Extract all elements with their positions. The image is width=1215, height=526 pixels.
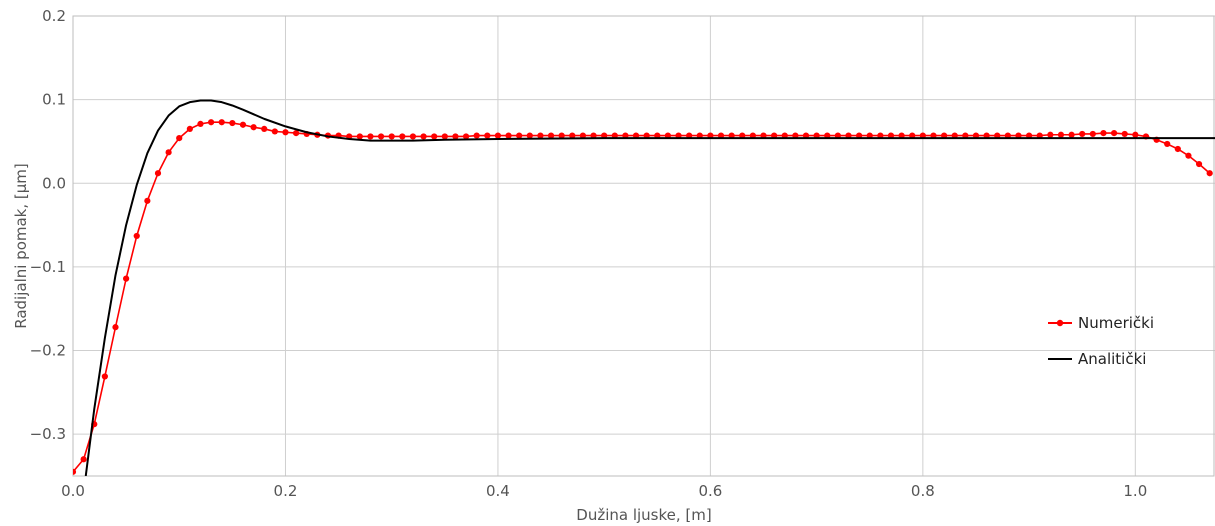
data-point-numericki	[154, 170, 162, 177]
data-point-numericki	[452, 133, 459, 140]
data-point-numericki	[239, 121, 247, 128]
data-point-numericki	[399, 133, 406, 140]
data-point-numericki	[261, 125, 268, 133]
legend: Numerički Analitički	[1048, 314, 1154, 368]
data-point-numericki	[218, 119, 225, 126]
data-point-numericki	[144, 197, 151, 204]
data-point-numericki	[271, 128, 278, 135]
data-point-numericki	[1068, 131, 1075, 138]
data-point-numericki	[356, 133, 363, 140]
series-layer	[73, 99, 1215, 476]
data-point-numericki	[462, 133, 470, 140]
y-tick-label: 0.2	[42, 7, 66, 25]
legend-marker-numericki	[1056, 319, 1064, 327]
data-point-numericki	[197, 120, 204, 127]
legend-label-analiticki: Analitički	[1078, 350, 1146, 368]
data-point-numericki	[590, 132, 597, 139]
x-axis-label: Dužina ljuske, [m]	[576, 506, 711, 524]
legend-item-analiticki: Analitički	[1048, 350, 1146, 368]
data-point-numericki	[1174, 145, 1181, 153]
data-point-numericki	[537, 132, 544, 139]
data-point-numericki	[1195, 160, 1203, 168]
data-point-numericki	[1185, 152, 1192, 159]
x-tick-label: 0.2	[274, 482, 298, 500]
x-tick-label: 0.0	[61, 482, 85, 500]
data-point-numericki	[431, 133, 438, 140]
x-tick-label: 0.4	[486, 482, 510, 500]
data-point-numericki	[208, 119, 215, 126]
data-point-numericki	[558, 132, 565, 139]
data-point-numericki	[526, 132, 533, 139]
y-tick-label: −0.2	[30, 342, 66, 360]
data-point-numericki	[229, 119, 236, 127]
data-point-numericki	[579, 132, 587, 139]
y-tick-label: 0.1	[42, 91, 66, 109]
data-point-numericki	[516, 132, 523, 139]
x-tick-label: 0.6	[698, 482, 722, 500]
series-line-analiticki	[84, 99, 1215, 476]
data-point-numericki	[420, 133, 427, 140]
y-axis-label: Radijalni pomak, [μm]	[12, 163, 30, 329]
data-point-numericki	[441, 133, 448, 140]
legend-label-numericki: Numerički	[1078, 314, 1154, 332]
data-point-numericki	[547, 132, 555, 139]
data-point-numericki	[282, 129, 289, 136]
data-point-numericki	[409, 133, 417, 140]
data-point-numericki	[1057, 131, 1065, 138]
data-point-numericki	[388, 133, 395, 140]
y-tick-label: −0.3	[30, 425, 66, 443]
data-point-numericki	[1206, 170, 1213, 177]
data-point-numericki	[1100, 129, 1107, 137]
plot-frame	[72, 15, 1215, 477]
x-tick-label: 1.0	[1123, 482, 1147, 500]
data-point-numericki	[186, 125, 193, 133]
plot-area	[73, 16, 1215, 476]
data-point-numericki	[176, 135, 183, 142]
data-point-numericki	[250, 124, 257, 131]
data-point-numericki	[292, 129, 300, 137]
data-point-numericki	[494, 132, 502, 139]
data-point-numericki	[1047, 131, 1054, 138]
data-point-numericki	[1089, 130, 1096, 138]
data-point-numericki	[112, 324, 119, 331]
data-point-numericki	[505, 132, 512, 139]
data-point-numericki	[377, 133, 385, 140]
data-point-numericki	[1110, 129, 1118, 137]
data-point-numericki	[484, 132, 491, 139]
data-point-numericki	[123, 275, 130, 282]
data-point-numericki	[80, 456, 87, 463]
data-point-numericki	[1121, 130, 1128, 138]
data-point-numericki	[1132, 131, 1139, 138]
data-point-numericki	[569, 132, 576, 139]
y-axis-ticks: 0.2 0.1 0.0 −0.1 −0.2 −0.3	[30, 7, 66, 443]
y-tick-label: 0.0	[42, 174, 66, 192]
series-analiticki	[84, 99, 1215, 476]
y-tick-label: −0.1	[30, 258, 66, 276]
data-point-numericki	[1164, 140, 1171, 148]
x-tick-label: 0.8	[911, 482, 935, 500]
data-point-numericki	[165, 149, 172, 156]
legend-item-numericki: Numerički	[1048, 314, 1154, 332]
data-point-numericki	[101, 373, 108, 380]
data-point-numericki	[73, 468, 77, 475]
data-point-numericki	[473, 132, 480, 139]
x-axis-ticks: 0.0 0.2 0.4 0.6 0.8 1.0	[61, 482, 1147, 500]
data-point-numericki	[367, 133, 374, 140]
data-point-numericki	[133, 232, 140, 240]
data-point-numericki	[1079, 130, 1086, 138]
